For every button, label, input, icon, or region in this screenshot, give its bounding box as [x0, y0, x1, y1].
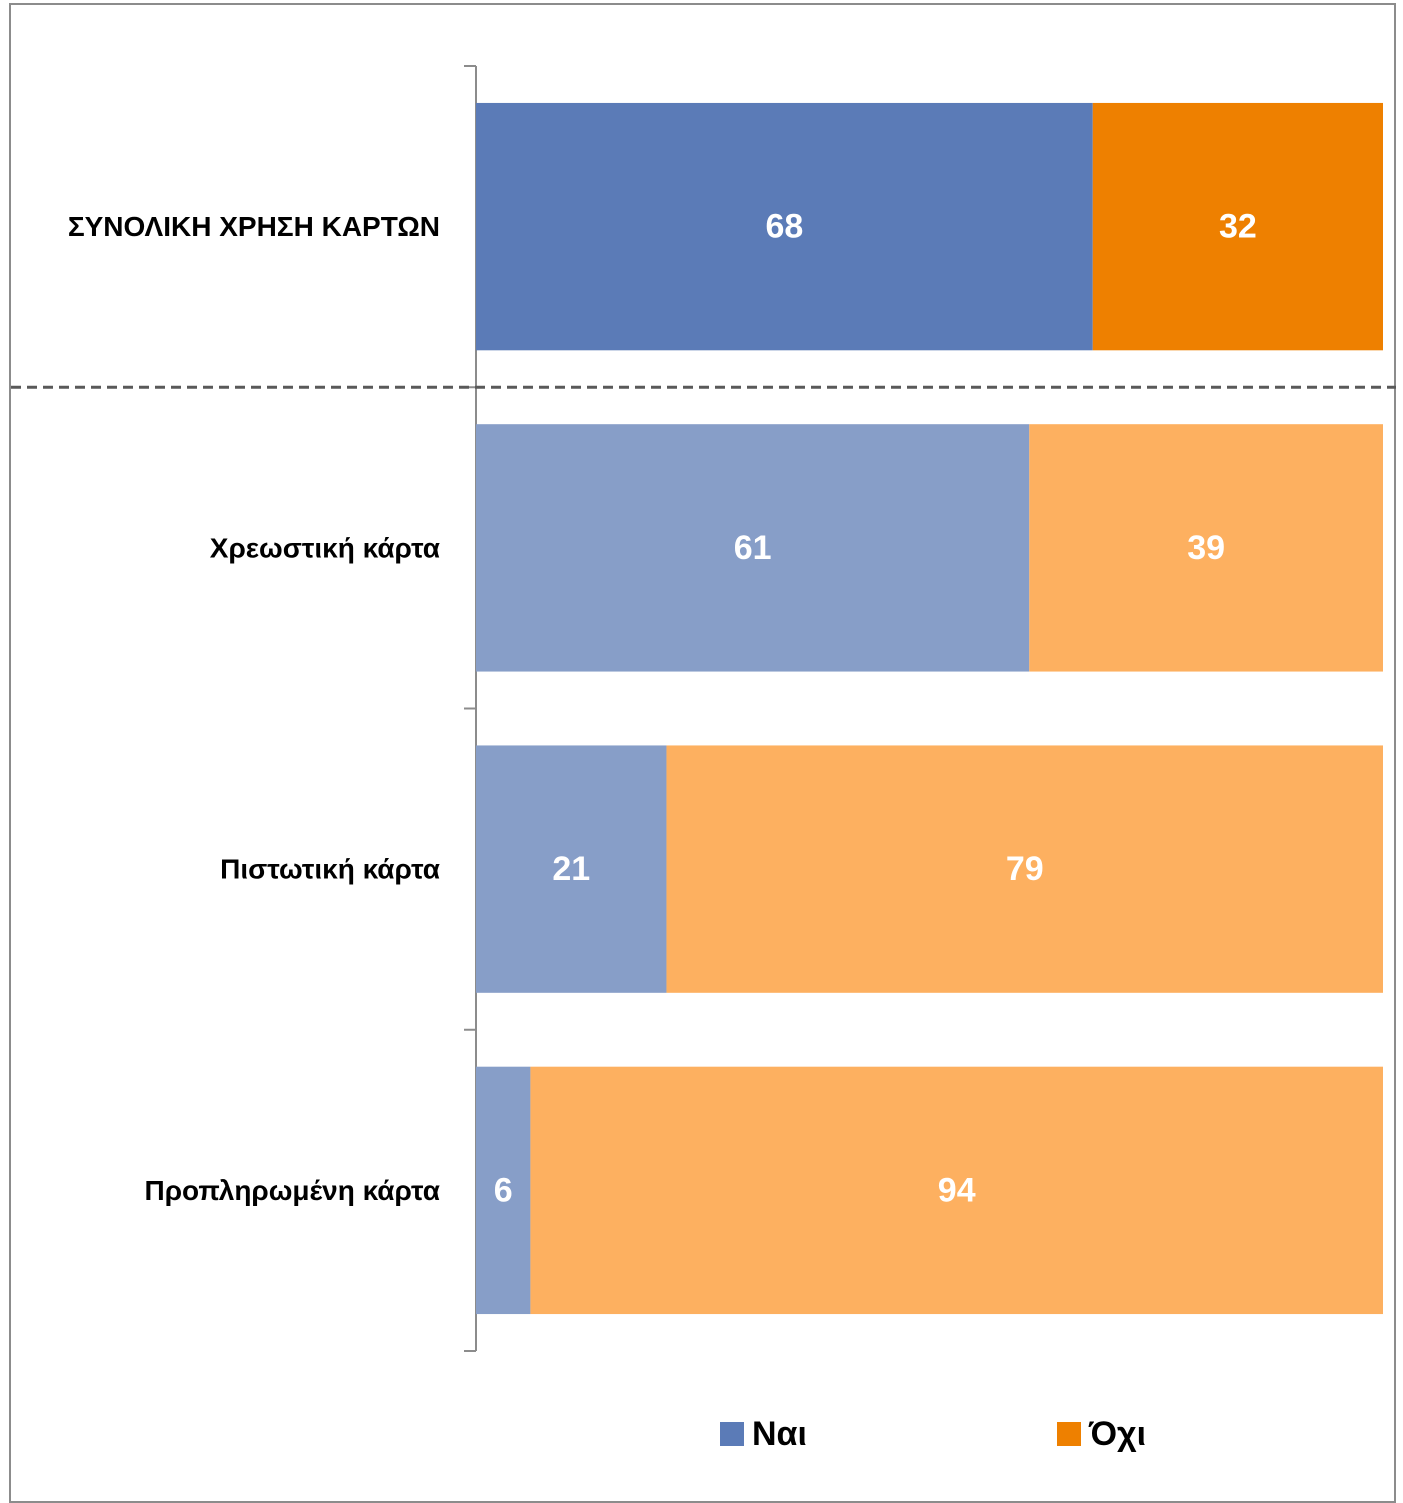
legend-swatch	[1057, 1422, 1081, 1446]
bar-segment-no	[1092, 102, 1383, 351]
bar-segment-yes	[476, 102, 1093, 351]
bar-segment-no	[530, 1066, 1383, 1315]
data-label: 32	[1219, 208, 1257, 246]
bar-segment-yes	[476, 424, 1030, 672]
bar-segment-yes	[476, 745, 667, 993]
legend-swatch	[720, 1422, 744, 1446]
category-label: Προπληρωμένη κάρτα	[144, 1175, 440, 1206]
data-label: 39	[1187, 529, 1225, 567]
legend-label: Όχι	[1088, 1415, 1146, 1453]
data-label: 6	[494, 1171, 513, 1209]
category-label: Χρεωστική κάρτα	[210, 532, 440, 563]
data-label: 21	[552, 850, 590, 888]
data-label: 61	[734, 529, 772, 567]
data-label: 68	[765, 208, 803, 246]
category-label: Πιστωτική κάρτα	[220, 854, 440, 885]
data-label: 94	[938, 1171, 976, 1209]
category-label: ΣΥΝΟΛΙΚΗ ΧΡΗΣΗ ΚΑΡΤΩΝ	[68, 211, 440, 242]
bar-segment-yes	[476, 1066, 531, 1315]
bar-segment-no	[1029, 424, 1383, 672]
bar-segment-no	[666, 745, 1383, 993]
legend-label: Ναι	[752, 1415, 807, 1453]
data-label: 79	[1006, 850, 1044, 888]
